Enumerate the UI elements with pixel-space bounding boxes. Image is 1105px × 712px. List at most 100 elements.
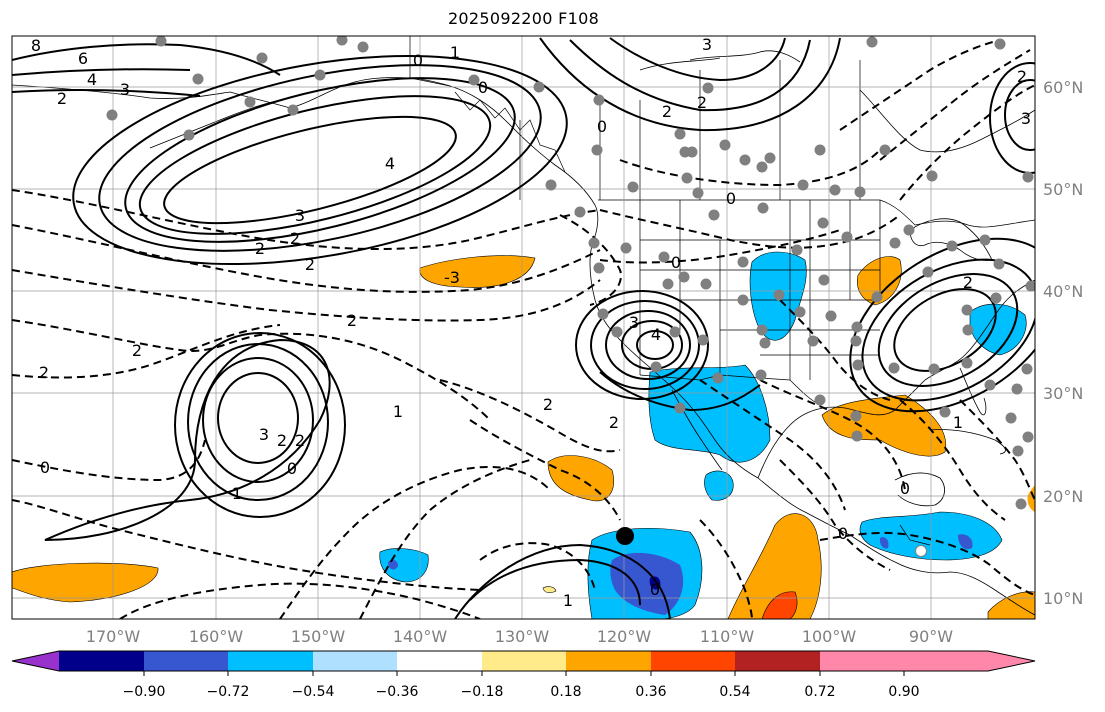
state-lines-1 [639, 200, 881, 380]
contour-pos-high-2 [138, 95, 492, 235]
contour-label: 3 [1021, 109, 1031, 128]
contour-label: 2 [305, 255, 315, 274]
fill-orange-east [1027, 485, 1035, 512]
contour-label: 2 [295, 431, 305, 450]
contour-pos-cutoff-4 [590, 300, 700, 390]
colorbar-bin [651, 651, 735, 671]
contour-neg-27 [479, 542, 596, 591]
fill-orange-east-pacific [547, 455, 614, 502]
coast-gulf [757, 279, 1035, 479]
contour-label: 0 [597, 117, 607, 136]
colorbar-tick-label: −0.90 [123, 684, 166, 700]
lon-label: 160°W [189, 627, 244, 646]
contour-label: 0 [413, 51, 423, 70]
lon-label: 150°W [291, 627, 346, 646]
contour-neg-15 [599, 229, 841, 264]
contour-neg-2 [12, 224, 601, 293]
lon-label: 90°W [909, 627, 953, 646]
fill-navy-east-pacific [649, 576, 661, 590]
contour-label: 1 [450, 43, 460, 62]
contour-label: 0 [478, 78, 488, 97]
fill-midblue-ca-1 [879, 537, 889, 549]
contour-label: 8 [31, 36, 41, 55]
contour-neg-12 [469, 419, 621, 521]
fill-orange-gulf [821, 394, 947, 457]
contour-neg-11 [439, 379, 621, 453]
contour-pos-subtrop-4 [174, 332, 346, 518]
contour-label: 0 [40, 458, 50, 477]
border-mexico-guatemala [899, 524, 931, 546]
colorbar-bin [482, 651, 566, 671]
contour-neg-17 [699, 379, 846, 511]
coast-greatlakes [909, 218, 993, 261]
contour-label: 1 [393, 402, 403, 421]
contour-neg-10 [359, 459, 531, 619]
contour-label: 0 [671, 253, 681, 272]
contour-neg-20 [819, 531, 1035, 596]
contour-label: 3 [295, 206, 305, 225]
contour-pos-hudson-1 [1004, 79, 1035, 151]
fill-orange-mexico [727, 513, 822, 619]
contour-label: 2 [609, 413, 619, 432]
colorbar-bin [59, 651, 144, 671]
contour-pos-north-1 [569, 39, 811, 112]
fill-orange-west-pacific [12, 562, 159, 603]
contour-label: 2 [662, 102, 672, 121]
contour-label: 4 [651, 325, 661, 344]
contour-label: 2 [39, 363, 49, 382]
contour-neg-18 [759, 379, 906, 491]
colorbar-tick-label: −0.36 [376, 684, 419, 700]
colorbar-extend-min [12, 651, 59, 671]
colorbar-ticks [143, 671, 905, 676]
contour-pos-gyre-1 [469, 558, 641, 606]
contour-label: 2 [347, 311, 357, 330]
contour-neg-25 [899, 399, 1006, 521]
map-area: 8 6 4 3 2 4 3 2 2 -3 2 2 2 3 2 2 0 1 0 1… [12, 35, 1035, 619]
contour-label: 1 [563, 591, 573, 610]
map-title: 2025092200 F108 [447, 9, 600, 28]
borders [409, 36, 1035, 546]
contours-positive [12, 37, 1035, 619]
colorbar-tick-labels: −0.90 −0.72 −0.54 −0.36 −0.18 0.18 0.36 … [123, 684, 920, 700]
lat-label: 10°N [1043, 589, 1083, 608]
fill-red-mexico [761, 591, 798, 619]
site-markers [106, 36, 1035, 557]
colorbar-outline [11, 650, 1036, 672]
contour-label: 2 [277, 431, 287, 450]
contour-neg-21 [899, 84, 1035, 201]
contour-neg-28 [699, 519, 753, 619]
colorbar-tick-label: 0.36 [635, 684, 666, 700]
colorbar-bin [566, 651, 651, 671]
contour-label: 0 [287, 459, 297, 478]
contour-neg-7 [12, 499, 481, 591]
contour-pos-north-2 [539, 37, 841, 132]
colorbar-bin [397, 651, 482, 671]
contour-pos-high-5 [72, 54, 568, 266]
fill-orange-atlantic [987, 591, 1035, 619]
contour-label: 3 [120, 80, 130, 99]
coast-aleutians [149, 99, 281, 149]
fill-orange-north-pacific [419, 255, 536, 288]
contour-neg-22 [879, 49, 1031, 161]
contour-neg-8 [119, 582, 481, 619]
colorbar-bin [735, 651, 820, 671]
contour-pos-north-3 [609, 37, 786, 82]
contour-neg-4 [12, 319, 491, 421]
lat-label: 30°N [1043, 384, 1083, 403]
contour-pos-high-1 [163, 115, 457, 225]
contour-label: 3 [702, 35, 712, 54]
lon-label: 130°W [495, 627, 550, 646]
contour-pos-arctic-2 [12, 68, 191, 76]
contour-neg-14 [599, 209, 901, 249]
contour-pos-gyre-2 [454, 543, 671, 619]
lat-label: 20°N [1043, 487, 1083, 506]
contour-neg-9 [279, 465, 551, 619]
lat-label: 40°N [1043, 282, 1083, 301]
lon-label: 140°W [393, 627, 448, 646]
contour-pos-se-1 [599, 371, 761, 412]
contour-label: 2 [1017, 67, 1027, 86]
colorbar-tick-label: 0.72 [804, 684, 835, 700]
contour-neg-16 [619, 149, 881, 187]
coast-yucatan [894, 472, 945, 507]
